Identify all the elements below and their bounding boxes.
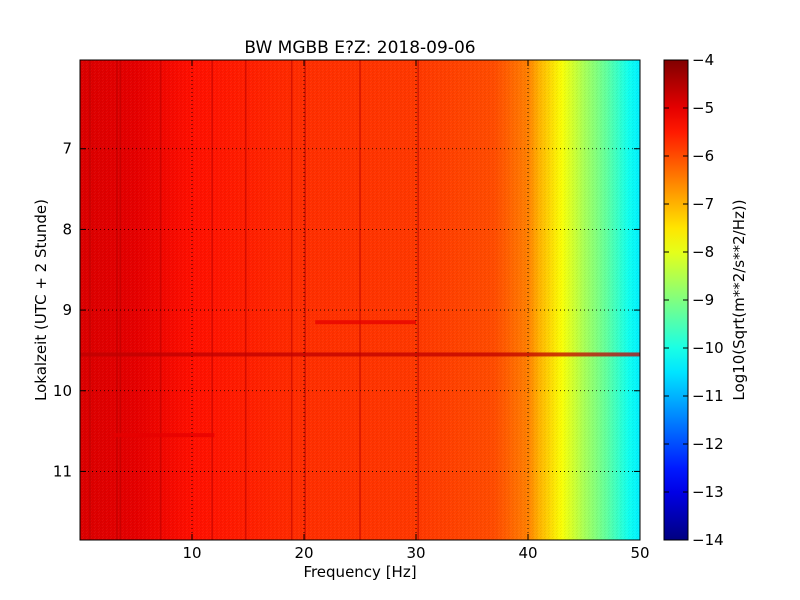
colorbar-tick-label: −13 [692, 483, 724, 501]
vertical-spectral-lines [89, 60, 420, 540]
colorbar-tick-label: −5 [692, 99, 714, 117]
spectral-line-0 [89, 60, 91, 540]
spectral-line-4 [211, 60, 213, 540]
x-tick-label: 40 [518, 544, 537, 562]
event-band-2 [113, 433, 215, 438]
x-axis-label: Frequency [Hz] [303, 563, 416, 581]
x-tick-label: 20 [294, 544, 313, 562]
spectral-line-8 [359, 60, 361, 540]
plot-frame [79, 59, 641, 541]
colorbar-tick-label: −8 [692, 243, 714, 261]
x-tick-label: 50 [630, 544, 649, 562]
horizontal-events [80, 320, 640, 438]
colorbar-tick-label: −11 [692, 387, 724, 405]
spectral-line-9 [417, 60, 420, 540]
colorbar-tick-label: −10 [692, 339, 724, 357]
spectral-line-3 [159, 60, 162, 540]
colorbar-tick-label: −14 [692, 531, 724, 549]
colorbar-tick-label: −6 [692, 147, 714, 165]
event-band-1 [315, 320, 416, 325]
spectral-line-6 [290, 60, 293, 540]
grid-lines [80, 60, 640, 540]
x-tick-label: 30 [406, 544, 425, 562]
colorbar: −4 −5 −6 −7 −8 −9 −10 −11 −12 −13 −14 Log10(Sqrt(m… [663, 51, 748, 549]
event-band-0 [80, 352, 640, 357]
y-tick-label: 7 [62, 140, 72, 158]
spectral-line-5 [244, 60, 247, 540]
colorbar-tick-label: −12 [692, 435, 724, 453]
x-tick-label: 10 [182, 544, 201, 562]
chart-title: BW MGBB E?Z: 2018-09-06 [244, 38, 475, 58]
spectral-line-1 [116, 60, 118, 540]
colorbar-tick-label: −4 [692, 51, 714, 69]
colorbar-label: Log10(Sqrt(m**2/s**2/Hz)) [730, 199, 748, 400]
colorbar-tick-label: −7 [692, 195, 714, 213]
y-axis-ticks: 7 8 9 10 11 [53, 140, 640, 480]
colorbar-tick-label: −9 [692, 291, 714, 309]
y-tick-label: 11 [53, 462, 72, 480]
y-tick-label: 8 [62, 220, 72, 238]
y-axis-label: Lokalzeit (UTC + 2 Stunde) [32, 199, 50, 401]
colorbar-ticks: −4 −5 −6 −7 −8 −9 −10 −11 −12 −13 −14 [664, 51, 724, 549]
spectral-line-7 [304, 60, 306, 540]
x-axis-ticks: 10 20 30 40 50 [182, 60, 650, 562]
plot-area [80, 60, 640, 540]
y-tick-label: 10 [53, 382, 72, 400]
y-tick-label: 9 [62, 301, 72, 319]
spectral-line-2 [119, 60, 122, 540]
